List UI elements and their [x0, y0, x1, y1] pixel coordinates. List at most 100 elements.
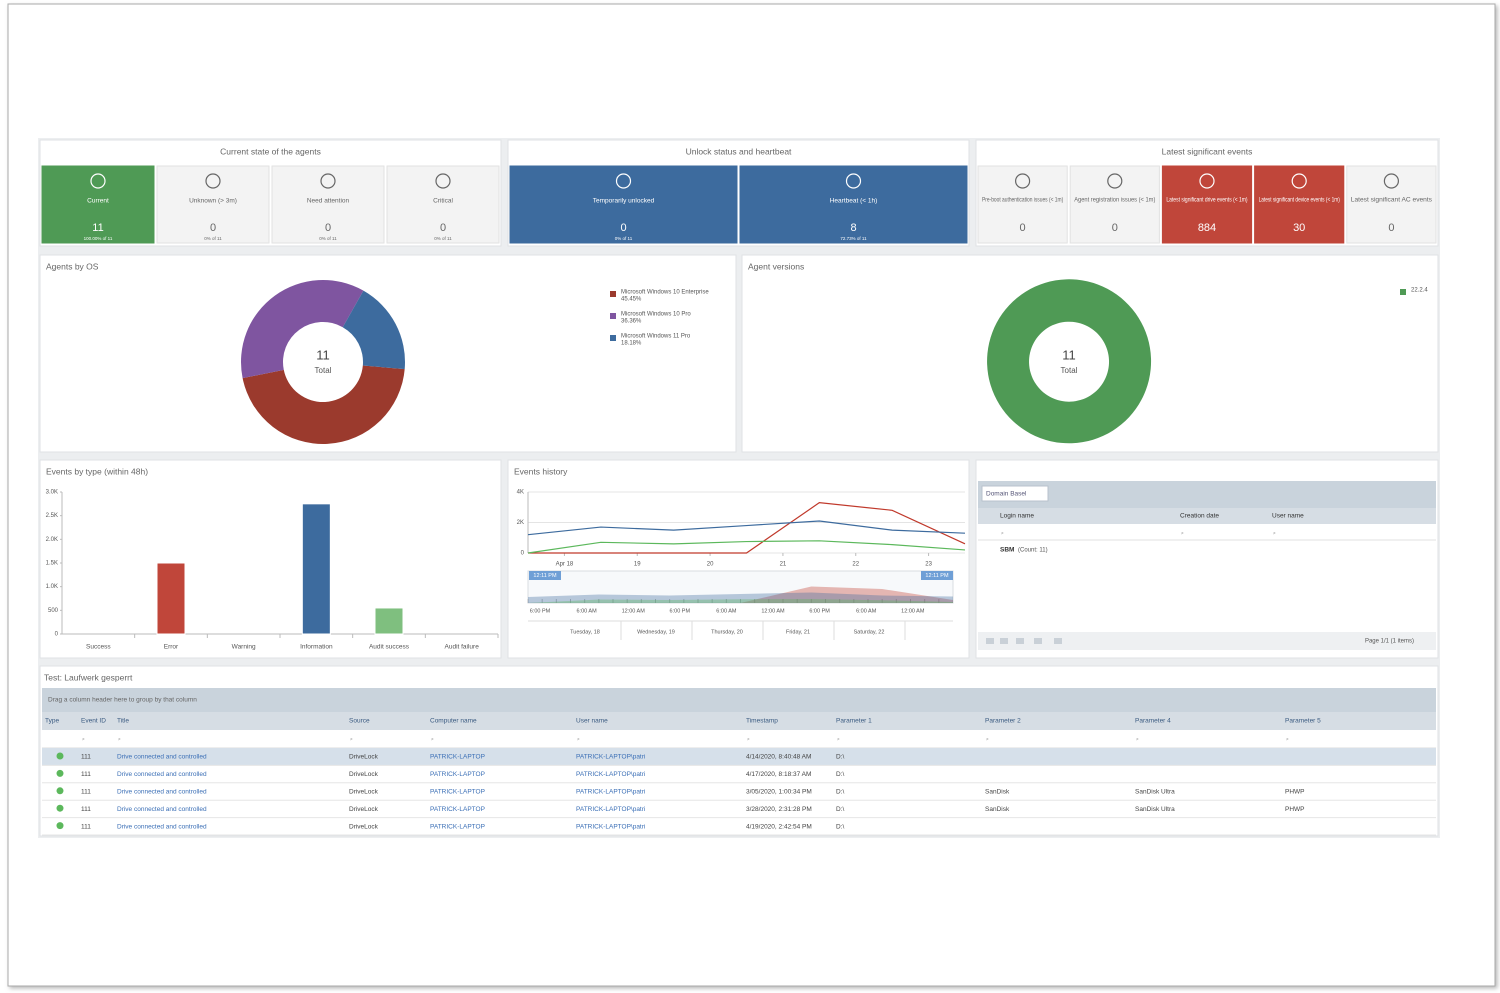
- pager-button[interactable]: [986, 638, 994, 644]
- type-icon: [56, 752, 64, 760]
- tile-label: Critical: [433, 198, 453, 205]
- tile-value: 0: [210, 222, 216, 234]
- column-header: User name: [1272, 513, 1304, 520]
- tab-button[interactable]: [981, 485, 1049, 502]
- day-label: Tuesday, 18: [570, 629, 600, 635]
- x-tick-label: Audit success: [369, 644, 410, 651]
- time-label: 12:00 AM: [901, 608, 925, 614]
- navigator: [527, 570, 954, 604]
- type-icon: [56, 769, 64, 777]
- x-tick-label: 21: [780, 562, 787, 568]
- tile-value: 0: [325, 222, 331, 234]
- navigator-area: [528, 599, 953, 603]
- pager-button[interactable]: [1016, 638, 1024, 644]
- x-tick-label: Error: [164, 644, 179, 651]
- grid-toolbar: [978, 481, 1436, 508]
- legend-label: Microsoft Windows 10 Pro: [621, 312, 691, 318]
- y-tick-label: 4K: [517, 490, 524, 496]
- column-header: Login name: [1000, 513, 1034, 520]
- selected-row: [42, 748, 1436, 766]
- y-tick-label: 0: [521, 551, 525, 557]
- column-header: Timestamp: [746, 718, 778, 725]
- pager-button[interactable]: [1054, 638, 1062, 644]
- tile-label: Heartbeat (< 1h): [830, 198, 878, 205]
- cell: PATRICK-LAPTOP: [430, 789, 485, 796]
- tile-label: Latest significant drive events (< 1m): [1166, 197, 1247, 204]
- column-header: Computer name: [430, 718, 477, 725]
- tab-label: Domain Basel: [986, 491, 1027, 498]
- filter-icon: ⌕: [82, 736, 85, 742]
- cell: DriveLock: [349, 789, 379, 796]
- y-tick-label: 0: [55, 632, 59, 638]
- panel: [507, 459, 970, 659]
- donut-segment: [342, 290, 405, 370]
- cell: Drive connected and controlled: [117, 806, 207, 813]
- cell: SanDisk Ultra: [1135, 806, 1175, 813]
- tile: [977, 165, 1068, 244]
- tile-value: 0: [440, 222, 446, 234]
- grid-header: [978, 508, 1436, 524]
- column-header: Source: [349, 718, 370, 725]
- pager-button[interactable]: [1034, 638, 1042, 644]
- cell: D:\: [836, 789, 845, 796]
- legend-value: 45.45%: [621, 297, 642, 303]
- panel: [39, 459, 502, 659]
- tile-label: Temporarily unlocked: [593, 198, 655, 205]
- pager-info: Page 1/1 (1 items): [1365, 639, 1414, 645]
- tile-icon: [1107, 173, 1123, 189]
- filter-icon: ⌕: [577, 736, 580, 742]
- time-label: 6:00 PM: [809, 608, 830, 614]
- chart-title: Agents by OS: [46, 261, 99, 271]
- tile-icon: [1291, 173, 1307, 189]
- cell: PATRICK-LAPTOP\patri: [576, 771, 645, 778]
- cell: PATRICK-LAPTOP: [430, 806, 485, 813]
- cell: PHWP: [1285, 806, 1305, 813]
- filter-icon: ⌕: [118, 736, 121, 742]
- x-tick-label: Success: [86, 644, 111, 651]
- column-header: Parameter 4: [1135, 718, 1171, 725]
- navigator-handle: [529, 571, 561, 580]
- x-tick-label: 20: [707, 562, 714, 568]
- cell: PATRICK-LAPTOP: [430, 771, 485, 778]
- tile-label: Latest significant device events (< 1m): [1259, 197, 1340, 204]
- cell: DriveLock: [349, 771, 379, 778]
- cell: DriveLock: [349, 806, 379, 813]
- panel-title: Latest significant events: [1162, 146, 1253, 156]
- cell: 3/28/2020, 2:31:28 PM: [746, 806, 812, 813]
- y-tick-label: 2.5K: [46, 513, 58, 519]
- filter-icon: ⌕: [1181, 530, 1184, 536]
- tile-icon: [320, 173, 336, 189]
- filter-icon: ⌕: [986, 736, 989, 742]
- navigator-area: [528, 592, 953, 603]
- tile: [1069, 165, 1160, 244]
- tile-value: 884: [1198, 222, 1216, 234]
- chart-title: Events by type (within 48h): [46, 466, 148, 476]
- y-tick-label: 2.0K: [46, 537, 58, 543]
- type-icon: [56, 804, 64, 812]
- tile: [739, 165, 968, 244]
- pager-button[interactable]: [1000, 638, 1008, 644]
- cell: PATRICK-LAPTOP\patri: [576, 806, 645, 813]
- cell: Drive connected and controlled: [117, 771, 207, 778]
- tile: [386, 165, 500, 244]
- legend-label: Microsoft Windows 10 Enterprise: [621, 290, 709, 296]
- tile-value: 0: [1388, 222, 1394, 234]
- cell: 3/05/2020, 1:00:34 PM: [746, 789, 812, 796]
- filter-icon: ⌕: [1136, 736, 1139, 742]
- legend-swatch: [610, 291, 616, 297]
- tile-sub: 72.73% of 11: [840, 236, 867, 241]
- handle-label: 12:11 PM: [925, 573, 949, 579]
- donut-label: Total: [315, 366, 332, 375]
- filter-icon: ⌕: [1273, 530, 1276, 536]
- x-tick-label: 22: [852, 562, 859, 568]
- bar: [156, 562, 186, 635]
- filter-icon: ⌕: [1001, 530, 1004, 536]
- cell: D:\: [836, 754, 845, 761]
- cell: 111: [81, 789, 91, 796]
- tile-label: Pre-boot authentication issues (< 1m): [982, 197, 1063, 204]
- x-tick-label: Warning: [232, 644, 256, 651]
- tile: [1161, 165, 1253, 244]
- time-label: 6:00 AM: [856, 608, 877, 614]
- tile-value: 0: [1112, 222, 1118, 234]
